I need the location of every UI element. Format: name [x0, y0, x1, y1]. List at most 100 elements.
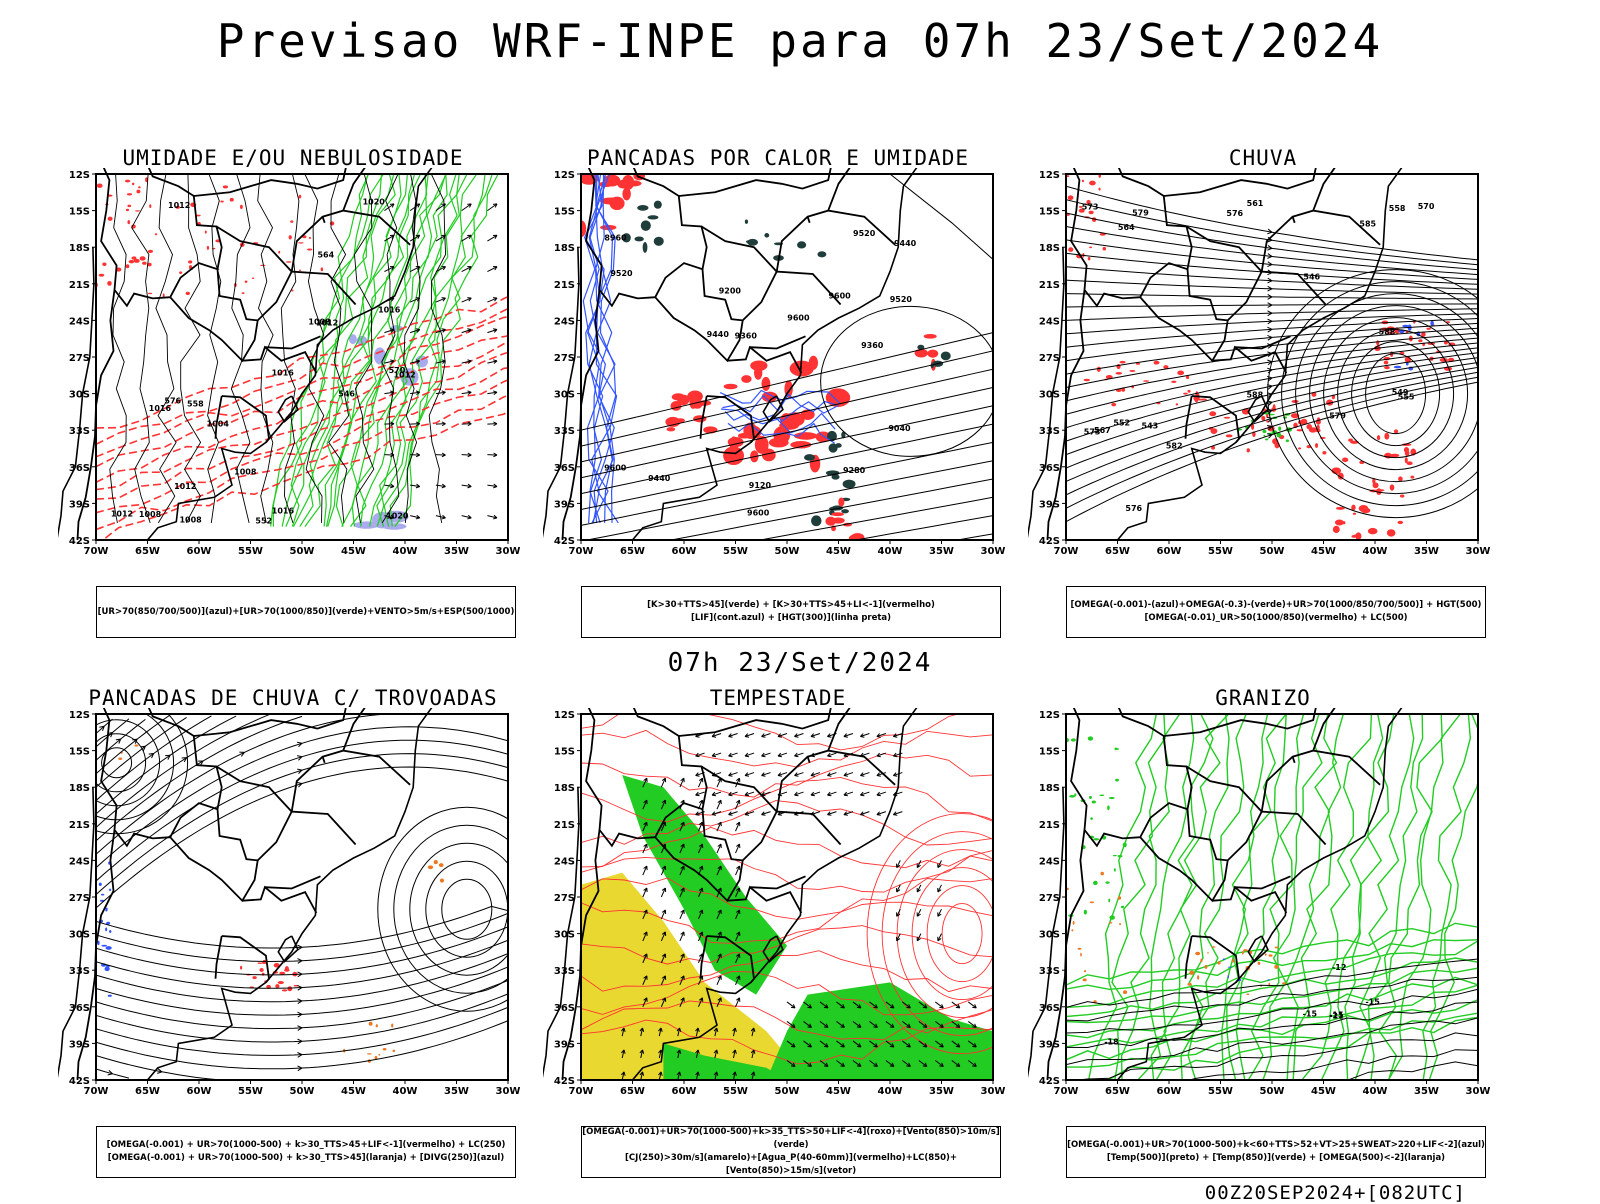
contour-label: 1020 — [363, 198, 386, 207]
omega-orange-area — [1197, 975, 1199, 979]
contour-label: 9440 — [894, 239, 917, 248]
storm-red-area — [240, 966, 242, 970]
run-timestamp: 00Z20SEP2024+[082UTC] — [1205, 1182, 1466, 1204]
lagoa-dos-patos — [1248, 936, 1268, 962]
lat-tick-label: 24S — [1039, 316, 1060, 327]
rain-red-area — [1116, 372, 1123, 375]
lat-tick-label: 12S — [554, 170, 575, 181]
lat-tick-label: 27S — [69, 353, 90, 364]
contour-label: 576 — [164, 397, 181, 406]
wind-vector — [972, 1082, 976, 1086]
wind-vector — [808, 1082, 812, 1086]
contour-label: 558 — [187, 400, 204, 409]
contour-label: 564 — [1118, 223, 1135, 232]
lon-tick-label: 55W — [1208, 1086, 1233, 1097]
storm-orange-area — [440, 878, 444, 882]
rain-red-area — [1292, 400, 1299, 403]
rain-red-area — [1353, 513, 1356, 515]
instability-red-area — [762, 377, 771, 391]
lc250-contour — [426, 861, 508, 957]
rain-red-area — [1089, 181, 1096, 186]
rain-red-area — [1088, 257, 1091, 261]
map-granizo: -21-18-15-12-15-1512S15S18S21S24S27S30S3… — [1028, 708, 1498, 1108]
lat-tick-label: 18S — [1039, 243, 1060, 254]
red-contour-fragment — [278, 251, 280, 254]
lat-tick-label: 33S — [1039, 966, 1060, 977]
state-border — [216, 396, 222, 439]
lat-tick-label: 39S — [554, 499, 575, 510]
state-border — [750, 336, 806, 348]
divg-blue-area — [105, 967, 110, 972]
state-border — [1140, 269, 1228, 361]
contour-label: 543 — [1142, 422, 1159, 431]
panel-title: CHUVA — [1028, 146, 1498, 170]
contour-label: 9200 — [719, 286, 742, 295]
plot-area: 1008100810121016101610201004100810121008… — [95, 174, 527, 546]
red-contour-fragment — [125, 180, 130, 183]
red-contour-fragment — [126, 264, 130, 268]
rain-red-area — [1384, 433, 1389, 440]
lat-tick-label: 39S — [554, 1039, 575, 1050]
contour-label: 9360 — [861, 341, 884, 350]
state-border — [1228, 812, 1326, 861]
state-border — [1235, 876, 1291, 888]
streamline — [1066, 253, 1478, 284]
temp850-green-fragment — [1099, 795, 1104, 797]
state-border — [194, 168, 349, 196]
lat-tick-label: 24S — [554, 856, 575, 867]
contour-label: 570 — [1418, 202, 1435, 211]
red-contour-fragment — [148, 250, 153, 253]
contour-label: 1020 — [386, 512, 409, 521]
lon-tick-label: 55W — [723, 546, 748, 557]
rain-red-area — [1154, 361, 1160, 365]
rain-red-area — [1177, 371, 1184, 376]
storm-orange-area — [383, 1048, 387, 1050]
contour-label: 588 — [1246, 391, 1263, 400]
instability-red-area — [622, 187, 630, 200]
temp850-green-fragment — [1109, 915, 1115, 919]
instability-green-area — [764, 233, 769, 238]
contour-label: 582 — [1166, 441, 1183, 450]
instability-green-area — [797, 241, 806, 248]
hail-blue-area — [1228, 967, 1232, 968]
omega-orange-area — [1211, 946, 1215, 948]
state-border — [679, 708, 834, 736]
rain-red-area — [1129, 370, 1135, 372]
red-contour-fragment — [307, 248, 312, 250]
red-contour-fragment — [126, 209, 129, 211]
state-border — [808, 757, 810, 763]
contour-label: 1008 — [234, 467, 257, 476]
lat-tick-label: 27S — [69, 893, 90, 904]
temp850-green-fragment — [1093, 881, 1098, 885]
contour-label: -15 — [1329, 1011, 1344, 1020]
red-contour-fragment — [149, 204, 151, 208]
state-border — [679, 168, 834, 196]
mid-date-label: 07h 23/Set/2024 — [0, 648, 1600, 678]
red-contour-fragment — [220, 201, 223, 203]
rain-red-area — [1384, 366, 1390, 369]
legend-line: [UR>70(850/700/500)](azul)+[UR>70(1000/8… — [97, 606, 515, 619]
legend-line: [CJ(250)>30m/s](amarelo)+[Agua_P(40-60mm… — [582, 1152, 1000, 1178]
lon-tick-label: 35W — [444, 546, 469, 557]
omega-orange-area — [1195, 952, 1200, 956]
state-border — [1164, 168, 1319, 196]
temp850-green-fragment — [1105, 881, 1109, 883]
contour-label: 1012 — [111, 510, 133, 519]
temp850-green-fragment — [1107, 806, 1110, 811]
rain-blue-area — [1394, 366, 1402, 369]
divg-blue-area — [101, 894, 104, 896]
state-border — [1293, 757, 1295, 763]
state-border — [258, 812, 356, 861]
instability-green-area — [647, 215, 658, 219]
red-contour-fragment — [242, 292, 245, 294]
lat-tick-label: 18S — [554, 243, 575, 254]
divg-blue-area — [105, 908, 107, 911]
red-contour-fragment — [129, 260, 135, 264]
lat-tick-label: 33S — [69, 426, 90, 437]
instability-green-area — [654, 201, 662, 209]
divg-blue-area — [109, 889, 111, 891]
omega-orange-area — [1242, 951, 1244, 955]
